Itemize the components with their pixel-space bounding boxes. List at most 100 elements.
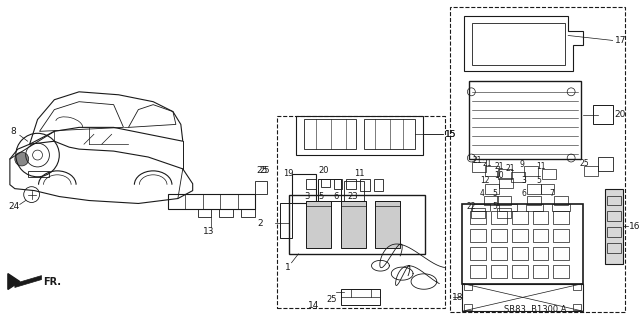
Text: 13: 13 [203, 226, 214, 236]
Bar [511, 172, 525, 182]
Bar [168, 194, 255, 209]
Bar [351, 289, 371, 297]
Text: 25: 25 [259, 167, 269, 175]
Bar [360, 179, 369, 191]
Bar [554, 247, 569, 260]
Bar [552, 204, 570, 211]
Text: 10: 10 [494, 171, 504, 180]
Bar [341, 201, 365, 206]
Bar [472, 162, 486, 172]
Text: 21: 21 [482, 160, 492, 168]
Bar [28, 171, 49, 177]
Bar [241, 209, 255, 217]
Text: 5: 5 [492, 202, 497, 211]
Text: 22: 22 [467, 202, 476, 211]
Bar [470, 211, 486, 224]
Bar [318, 179, 341, 201]
Text: 7: 7 [549, 189, 554, 198]
Bar [485, 166, 499, 176]
Bar [497, 208, 511, 218]
Text: 25: 25 [326, 295, 337, 304]
Text: 6: 6 [333, 192, 339, 201]
Bar [198, 209, 211, 217]
Bar [465, 285, 472, 290]
Bar [512, 229, 527, 242]
Bar [605, 189, 623, 264]
Bar [527, 184, 541, 194]
Bar [255, 181, 267, 194]
Bar [463, 284, 583, 311]
Bar [484, 196, 498, 205]
Text: 5: 5 [492, 189, 497, 198]
Bar [532, 211, 548, 224]
Bar [485, 184, 499, 194]
Bar [470, 229, 486, 242]
Bar [573, 285, 581, 290]
Text: SR83  B1300 A: SR83 B1300 A [504, 305, 566, 314]
Bar [491, 265, 507, 278]
Bar [307, 179, 316, 189]
Bar [289, 195, 425, 254]
Bar [374, 179, 383, 191]
Bar [532, 265, 548, 278]
Bar [527, 196, 541, 205]
Bar [524, 166, 538, 176]
Text: 6: 6 [522, 189, 527, 198]
Bar [470, 265, 486, 278]
Text: 25: 25 [256, 167, 268, 175]
Text: 12: 12 [480, 176, 490, 185]
Text: FR.: FR. [44, 277, 61, 286]
Bar [498, 169, 512, 179]
Text: 20: 20 [318, 167, 329, 175]
Bar [334, 179, 342, 189]
Bar [499, 178, 513, 188]
Text: 1: 1 [285, 263, 291, 272]
Bar [341, 201, 365, 248]
Bar [364, 120, 415, 149]
Bar [607, 211, 621, 221]
Text: 21: 21 [472, 157, 482, 166]
Bar [470, 247, 486, 260]
Bar [472, 204, 490, 211]
Bar [491, 247, 507, 260]
Bar [321, 179, 330, 187]
Bar [607, 227, 621, 237]
Text: 17: 17 [614, 36, 626, 45]
Bar [280, 204, 291, 238]
Text: 15: 15 [445, 130, 456, 139]
Bar [607, 196, 621, 205]
Bar [573, 304, 581, 310]
Bar [469, 81, 581, 159]
Text: 23: 23 [348, 192, 358, 201]
Text: 11: 11 [354, 169, 364, 178]
Bar [512, 211, 527, 224]
Bar [305, 120, 356, 149]
Bar [296, 115, 423, 155]
Bar [532, 229, 548, 242]
Text: 18: 18 [452, 293, 463, 302]
Bar [499, 204, 516, 211]
Text: 20: 20 [614, 110, 626, 119]
Text: 14: 14 [308, 301, 319, 310]
Text: 5: 5 [318, 192, 323, 201]
Bar [491, 211, 507, 224]
Bar [541, 184, 554, 194]
Bar [465, 304, 472, 310]
Text: 9: 9 [520, 160, 525, 169]
Text: 4: 4 [479, 189, 484, 198]
Text: 21: 21 [506, 164, 515, 174]
Bar [543, 169, 556, 179]
Bar [463, 204, 583, 284]
Bar [497, 196, 511, 205]
Bar [554, 196, 568, 205]
Text: 8: 8 [10, 127, 15, 136]
Bar [472, 23, 565, 65]
Bar [376, 201, 400, 248]
Text: 3: 3 [522, 176, 527, 185]
Polygon shape [15, 276, 42, 287]
Text: 2: 2 [257, 219, 262, 228]
Bar [598, 157, 612, 171]
Bar [491, 229, 507, 242]
Bar [346, 179, 356, 189]
Text: 24: 24 [8, 202, 19, 211]
